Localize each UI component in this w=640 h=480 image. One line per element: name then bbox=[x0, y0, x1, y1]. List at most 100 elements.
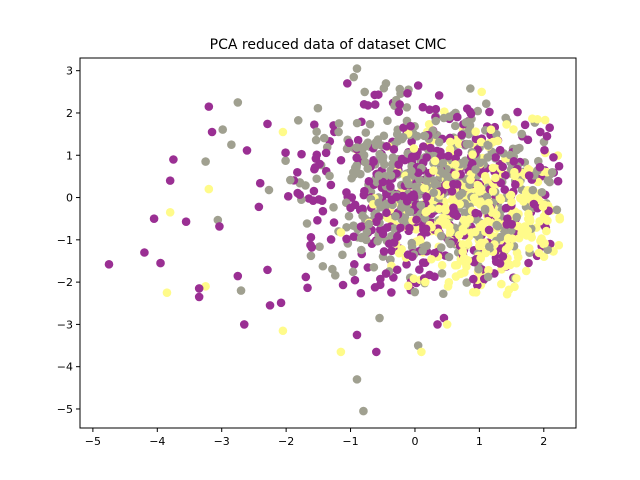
scatter-point bbox=[342, 188, 351, 197]
scatter-point bbox=[165, 208, 175, 217]
scatter-point bbox=[483, 272, 493, 282]
scatter-point bbox=[418, 258, 428, 267]
scatter-point bbox=[429, 166, 438, 175]
scatter-point bbox=[372, 347, 381, 357]
scatter-point bbox=[420, 131, 430, 141]
scatter-point bbox=[336, 228, 346, 237]
scatter-point bbox=[314, 195, 324, 204]
scatter-point bbox=[488, 186, 498, 196]
scatter-point bbox=[352, 64, 362, 73]
scatter-point bbox=[293, 168, 302, 177]
scatter-point bbox=[306, 240, 315, 250]
scatter-point bbox=[347, 173, 356, 183]
scatter-point bbox=[485, 107, 494, 117]
scatter-point bbox=[501, 171, 510, 180]
scatter-point bbox=[348, 267, 358, 277]
scatter-point bbox=[542, 226, 551, 236]
scatter-point bbox=[462, 262, 471, 271]
scatter-point bbox=[540, 238, 549, 248]
scatter-point bbox=[318, 206, 328, 216]
scatter-point bbox=[444, 252, 454, 262]
scatter-point bbox=[449, 203, 458, 213]
x-tick-label: −1 bbox=[342, 435, 358, 448]
scatter-point bbox=[487, 208, 497, 217]
scatter-point bbox=[352, 330, 362, 340]
y-tick-label: 1 bbox=[66, 149, 73, 162]
scatter-point bbox=[471, 208, 480, 218]
scatter-point bbox=[402, 103, 412, 112]
scatter-point bbox=[311, 135, 321, 145]
scatter-point bbox=[430, 156, 440, 166]
scatter-point bbox=[356, 233, 366, 243]
scatter-point bbox=[508, 234, 517, 243]
scatter-point bbox=[356, 245, 366, 255]
scatter-point bbox=[476, 197, 485, 207]
scatter-point bbox=[344, 138, 354, 148]
scatter-point bbox=[420, 183, 429, 193]
scatter-point bbox=[263, 119, 272, 129]
scatter-point bbox=[545, 123, 554, 133]
scatter-point bbox=[446, 137, 455, 147]
scatter-point bbox=[436, 243, 446, 252]
scatter-point bbox=[421, 224, 431, 234]
scatter-point bbox=[104, 260, 114, 269]
scatter-point bbox=[359, 150, 369, 160]
scatter-point bbox=[540, 115, 550, 125]
scatter-point bbox=[471, 288, 481, 297]
scatter-point bbox=[359, 100, 369, 109]
scatter-point bbox=[310, 163, 320, 172]
scatter-point bbox=[477, 87, 486, 97]
scatter-point bbox=[312, 174, 321, 184]
scatter-point bbox=[397, 244, 407, 254]
scatter-point bbox=[297, 149, 306, 159]
y-tick-label: 0 bbox=[66, 192, 73, 205]
scatter-point bbox=[471, 127, 480, 136]
scatter-point bbox=[233, 98, 243, 107]
scatter-point bbox=[442, 180, 452, 190]
scatter-point bbox=[446, 239, 455, 249]
scatter-point bbox=[338, 280, 348, 290]
scatter-point bbox=[236, 286, 246, 295]
scatter-point bbox=[306, 251, 316, 261]
scatter-point bbox=[441, 203, 451, 212]
scatter-point bbox=[383, 116, 392, 126]
scatter-point bbox=[344, 211, 354, 221]
scatter-point bbox=[444, 277, 454, 287]
scatter-point bbox=[491, 173, 500, 183]
scatter-point bbox=[359, 406, 368, 416]
scatter-point bbox=[416, 200, 426, 210]
scatter-point bbox=[419, 142, 428, 151]
y-axis-ticks: −5 −4 −3 −2 −1 0 1 2 3 bbox=[57, 65, 80, 416]
scatter-point bbox=[381, 269, 391, 278]
scatter-point bbox=[451, 160, 460, 169]
scatter-point bbox=[483, 153, 492, 162]
scatter-point bbox=[491, 153, 500, 162]
scatter-point bbox=[437, 260, 447, 270]
scatter-point bbox=[378, 229, 388, 239]
scatter-point bbox=[506, 190, 516, 200]
scatter-point bbox=[417, 347, 426, 357]
scatter-point bbox=[374, 90, 383, 99]
scatter-point bbox=[437, 269, 447, 278]
scatter-point bbox=[325, 171, 334, 181]
scatter-point bbox=[524, 209, 533, 219]
scatter-point bbox=[442, 320, 452, 329]
scatter-point bbox=[334, 119, 344, 128]
scatter-point bbox=[370, 100, 380, 109]
scatter-point bbox=[162, 288, 172, 297]
scatter-point bbox=[194, 284, 204, 293]
scatter-point bbox=[480, 171, 490, 181]
scatter-point bbox=[369, 262, 379, 272]
scatter-point bbox=[523, 135, 533, 145]
scatter-point bbox=[524, 171, 534, 180]
scatter-point bbox=[415, 265, 424, 274]
scatter-point bbox=[406, 192, 415, 202]
scatter-point bbox=[418, 246, 427, 256]
scatter-point bbox=[445, 112, 454, 121]
x-tick-label: 1 bbox=[476, 435, 483, 448]
scatter-point bbox=[165, 176, 175, 185]
scatter-point bbox=[436, 231, 446, 241]
scatter-point bbox=[349, 232, 359, 242]
scatter-point bbox=[501, 203, 511, 213]
scatter-point bbox=[543, 245, 552, 255]
